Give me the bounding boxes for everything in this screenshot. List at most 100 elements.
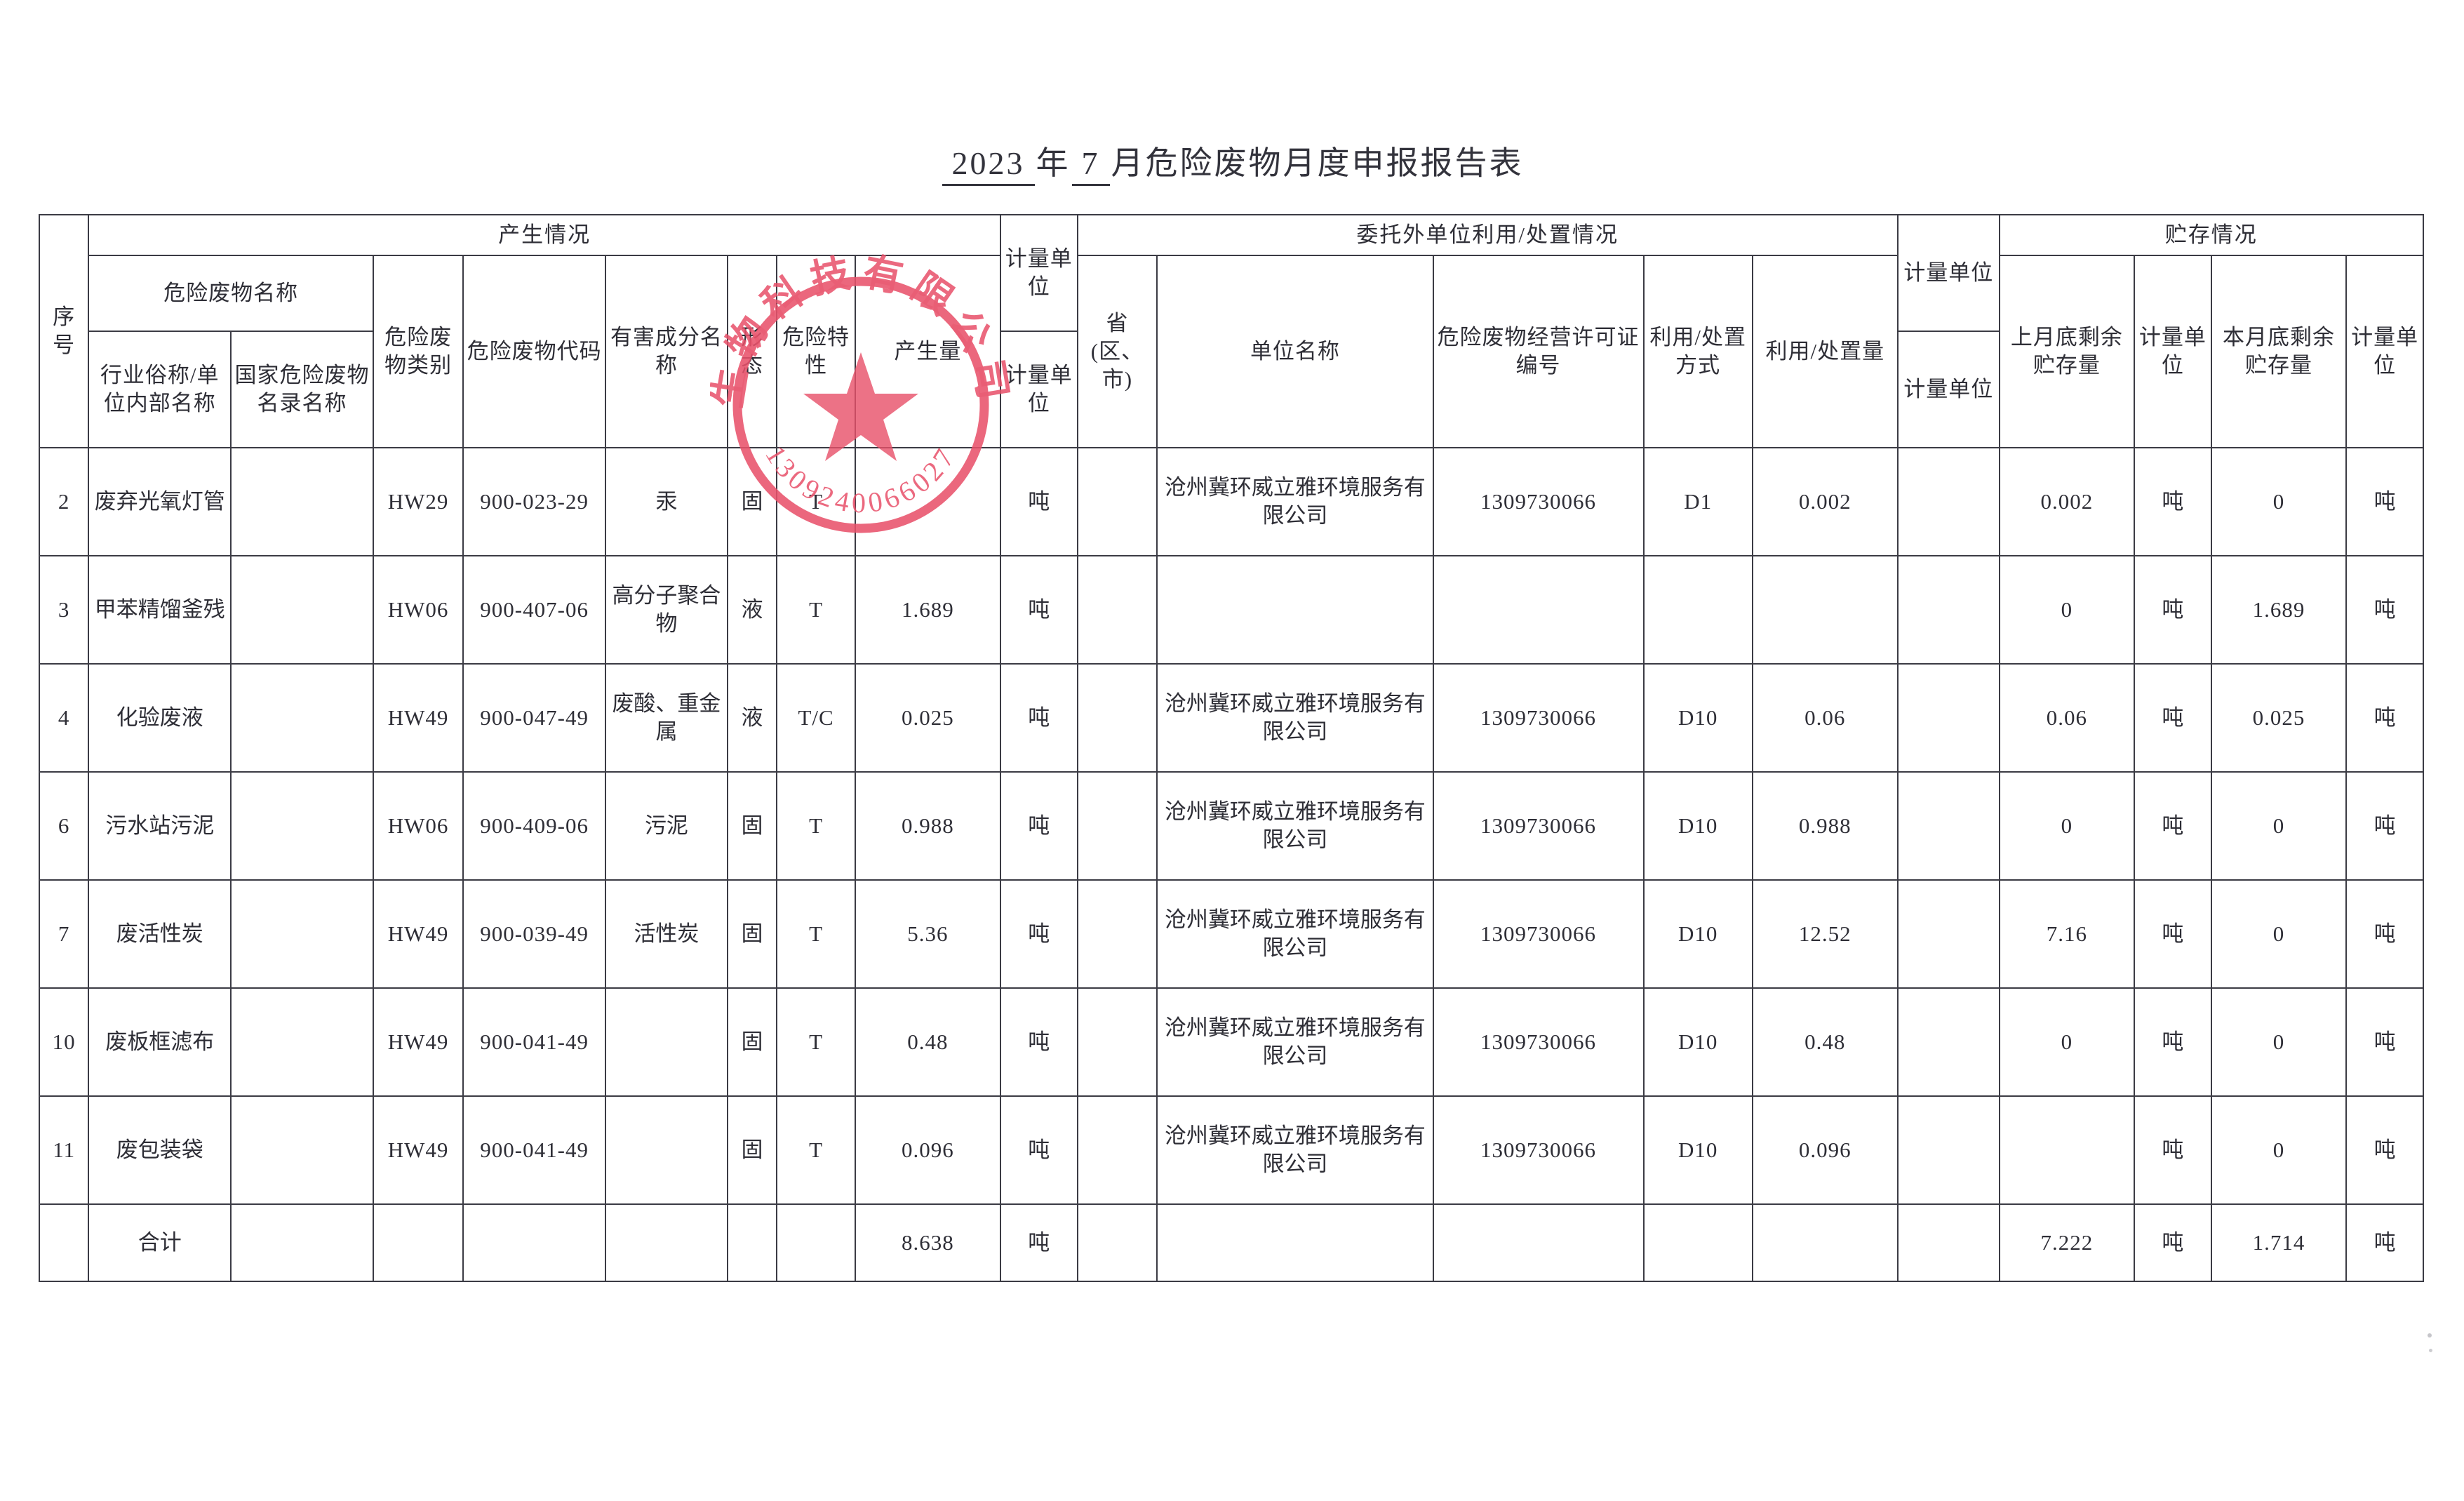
cell-catalog-name bbox=[230, 987, 374, 1097]
cell-license-no: 1309730066 bbox=[1432, 879, 1645, 989]
cell-unit-production: 吨 bbox=[999, 663, 1078, 773]
cell-last-month-stock: 7.16 bbox=[1998, 879, 2136, 989]
title-month-label: 月 bbox=[1111, 145, 1146, 181]
table-subheader-row-2: 行业俗称/单位内部名称 国家危险废物名录名称 计量单位 计量单位 bbox=[39, 331, 2423, 448]
cell-unit-production: 吨 bbox=[999, 879, 1078, 989]
header-waste-category: 危险废物类别 bbox=[372, 255, 464, 448]
total-unit-production: 吨 bbox=[999, 1203, 1078, 1282]
cell-waste-category: HW29 bbox=[372, 447, 464, 556]
cell-waste-code: 900-047-49 bbox=[462, 663, 607, 773]
header-disposal-amount: 利用/处置量 bbox=[1751, 255, 1899, 448]
report-table-container: 序号 产生情况 计量单位 委托外单位利用/处置情况 计量单位 贮存情况 危险废物… bbox=[38, 214, 2425, 1282]
cell-industry-name: 废活性炭 bbox=[88, 879, 232, 989]
cell-this-month-stock: 0.025 bbox=[2210, 663, 2348, 773]
cell-industry-name: 废弃光氧灯管 bbox=[88, 447, 232, 556]
cell-disposal-amount: 12.52 bbox=[1751, 879, 1899, 989]
cell-catalog-name bbox=[230, 879, 374, 989]
cell-province bbox=[1076, 447, 1158, 556]
cell-unit-this-month: 吨 bbox=[2345, 663, 2424, 773]
cell-form: 固 bbox=[726, 1095, 778, 1205]
cell-index: 11 bbox=[38, 1095, 90, 1205]
cell-province bbox=[1076, 771, 1158, 881]
cell-unit-production: 吨 bbox=[999, 447, 1078, 556]
cell-form: 液 bbox=[726, 663, 778, 773]
cell-catalog-name bbox=[230, 555, 374, 665]
cell-waste-category: HW49 bbox=[372, 1095, 464, 1205]
cell-harmful-component bbox=[605, 1095, 728, 1205]
cell-industry-name: 废包装袋 bbox=[88, 1095, 232, 1205]
cell-disposal-method: D10 bbox=[1642, 987, 1753, 1097]
table-total-row: 合计 8.638 吨 7.222 吨 bbox=[38, 1203, 2424, 1282]
cell-waste-category: HW06 bbox=[372, 771, 464, 881]
cell-last-month-stock: 0.06 bbox=[1998, 663, 2136, 773]
cell-form: 固 bbox=[726, 987, 778, 1097]
cell-province bbox=[1076, 663, 1158, 773]
header-disposal-method: 利用/处置方式 bbox=[1642, 255, 1753, 448]
cell-catalog-name bbox=[230, 663, 374, 773]
cell-company-name bbox=[1156, 555, 1434, 665]
cell-waste-category: HW49 bbox=[372, 663, 464, 773]
total-waste-code bbox=[462, 1203, 607, 1282]
title-suffix: 危险废物月度申报报告表 bbox=[1145, 145, 1524, 181]
cell-unit-production: 吨 bbox=[999, 771, 1078, 881]
cell-production-amount: 0.988 bbox=[854, 771, 1001, 881]
cell-unit-this-month: 吨 bbox=[2345, 555, 2424, 665]
cell-hazard-property: T/C bbox=[776, 663, 856, 773]
header-industry-name: 行业俗称/单位内部名称 bbox=[88, 331, 232, 448]
total-this-month-stock: 1.714 bbox=[2210, 1203, 2348, 1282]
total-disposal-method bbox=[1642, 1203, 1753, 1282]
cell-province bbox=[1076, 555, 1158, 665]
cell-index: 6 bbox=[38, 771, 90, 881]
table-row[interactable]: 2 废弃光氧灯管 HW29 900-023-29 汞 固 T 吨 沧州冀环威立雅… bbox=[38, 447, 2424, 556]
cell-catalog-name bbox=[230, 447, 374, 556]
cell-index: 10 bbox=[38, 987, 90, 1097]
table-row[interactable]: 11 废包装袋 HW49 900-041-49 固 T 0.096 吨 沧州冀环… bbox=[38, 1095, 2424, 1205]
cell-unit-last-month: 吨 bbox=[2134, 879, 2212, 989]
cell-last-month-stock: 0.002 bbox=[1998, 447, 2136, 556]
cell-waste-code: 900-023-29 bbox=[462, 447, 607, 556]
header-unit-disposal-2: 计量单位 bbox=[1896, 331, 2000, 448]
cell-license-no: 1309730066 bbox=[1432, 447, 1645, 556]
cell-unit-last-month: 吨 bbox=[2134, 663, 2212, 773]
cell-hazard-property: T bbox=[776, 555, 856, 665]
total-form bbox=[726, 1203, 778, 1282]
cell-unit-disposal bbox=[1896, 1095, 2000, 1205]
cell-catalog-name bbox=[230, 771, 374, 881]
header-harmful-component: 有害成分名称 bbox=[605, 255, 728, 448]
total-last-month-stock: 7.222 bbox=[1998, 1203, 2136, 1282]
cell-hazard-property: T bbox=[776, 447, 856, 556]
cell-production-amount: 0.096 bbox=[854, 1095, 1001, 1205]
cell-waste-code: 900-041-49 bbox=[462, 1095, 607, 1205]
cell-disposal-method: D1 bbox=[1642, 447, 1753, 556]
cell-hazard-property: T bbox=[776, 1095, 856, 1205]
total-label: 合计 bbox=[88, 1203, 232, 1282]
cell-license-no: 1309730066 bbox=[1432, 771, 1645, 881]
cell-waste-code: 900-039-49 bbox=[462, 879, 607, 989]
cell-unit-disposal bbox=[1896, 771, 2000, 881]
table-row[interactable]: 4 化验废液 HW49 900-047-49 废酸、重金属 液 T/C 0.02… bbox=[38, 663, 2424, 773]
cell-this-month-stock: 0 bbox=[2210, 771, 2348, 881]
table-row[interactable]: 7 废活性炭 HW49 900-039-49 活性炭 固 T 5.36 吨 沧州… bbox=[38, 879, 2424, 989]
header-this-month-stock: 本月底剩余贮存量 bbox=[2210, 255, 2348, 448]
cell-license-no: 1309730066 bbox=[1432, 1095, 1645, 1205]
total-unit-last-month: 吨 bbox=[2134, 1203, 2212, 1282]
header-unit-this-month: 计量单位 bbox=[2345, 255, 2424, 448]
table-row[interactable]: 3 甲苯精馏釜残 HW06 900-407-06 高分子聚合物 液 T 1.68… bbox=[38, 555, 2424, 665]
cell-disposal-method: D10 bbox=[1642, 663, 1753, 773]
cell-unit-disposal bbox=[1896, 987, 2000, 1097]
cell-province bbox=[1076, 1095, 1158, 1205]
cell-last-month-stock: 0 bbox=[1998, 987, 2136, 1097]
table-row[interactable]: 6 污水站污泥 HW06 900-409-06 污泥 固 T 0.988 吨 沧… bbox=[38, 771, 2424, 881]
cell-disposal-amount: 0.002 bbox=[1751, 447, 1899, 556]
table-row[interactable]: 10 废板框滤布 HW49 900-041-49 固 T 0.48 吨 沧州冀环… bbox=[38, 987, 2424, 1097]
cell-index: 7 bbox=[38, 879, 90, 989]
group-header-external: 委托外单位利用/处置情况 bbox=[1076, 214, 1899, 256]
cell-unit-last-month: 吨 bbox=[2134, 447, 2212, 556]
header-index: 序号 bbox=[38, 214, 90, 448]
cell-unit-last-month: 吨 bbox=[2134, 987, 2212, 1097]
cell-hazard-property: T bbox=[776, 771, 856, 881]
header-form: 形态 bbox=[726, 255, 778, 448]
cell-unit-disposal bbox=[1896, 879, 2000, 989]
total-license-no bbox=[1432, 1203, 1645, 1282]
page-title: 2023 年 7 月危险废物月度申报报告表 bbox=[0, 138, 2464, 186]
